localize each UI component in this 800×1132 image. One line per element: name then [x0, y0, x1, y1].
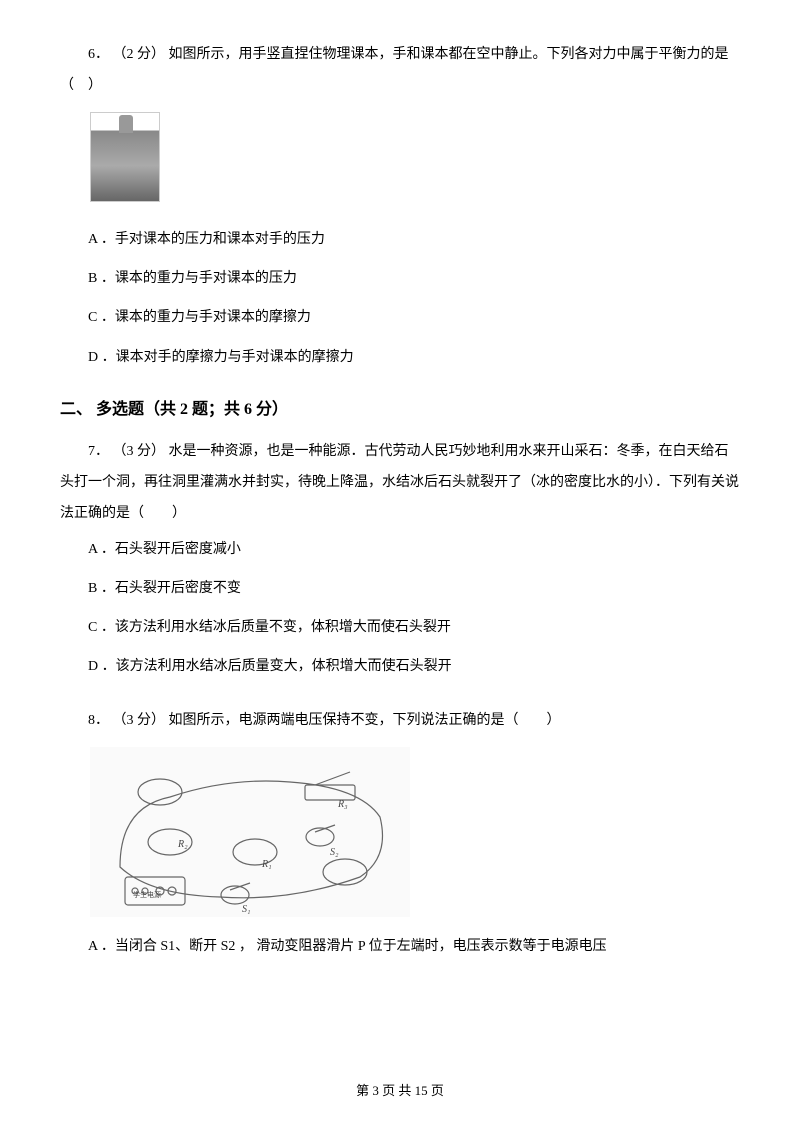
- q8-figure-circuit: R₂ R₁ R₃ S₂ S₁ 学生电源: [90, 747, 410, 917]
- question-7: 7． （3 分） 水是一种资源，也是一种能源．古代劳动人民巧妙地利用水来开山采石…: [60, 437, 740, 686]
- q7-option-b: B ．石头裂开后密度不变: [60, 569, 740, 608]
- q7-number: 7．: [88, 444, 109, 459]
- q6-stem: 6． （2 分） 如图所示，用手竖直捏住物理课本，手和课本都在空中静止。下列各对…: [60, 40, 740, 102]
- q8-stem: 8． （3 分） 如图所示，电源两端电压保持不变，下列说法正确的是（ ）: [60, 706, 740, 737]
- q6-figure-hand-book: [90, 112, 160, 202]
- page-footer: 第 3 页 共 15 页: [0, 1081, 800, 1102]
- section-2-header: 二、 多选题（共 2 题；共 6 分）: [60, 397, 740, 423]
- label-r1: R₁: [261, 859, 272, 870]
- q7-option-a: A ．石头裂开后密度减小: [60, 530, 740, 569]
- question-6: 6． （2 分） 如图所示，用手竖直捏住物理课本，手和课本都在空中静止。下列各对…: [60, 40, 740, 377]
- q8-option-a: A ．当闭合 S1、断开 S2 ， 滑动变阻器滑片 P 位于左端时，电压表示数等…: [60, 927, 740, 966]
- q6-option-b: B ．课本的重力与手对课本的压力: [60, 259, 740, 298]
- circuit-diagram-svg: R₂ R₁ R₃ S₂ S₁ 学生电源: [90, 747, 410, 917]
- q7-stem: 7． （3 分） 水是一种资源，也是一种能源．古代劳动人民巧妙地利用水来开山采石…: [60, 437, 740, 529]
- q8-points: （3 分）: [113, 713, 166, 728]
- label-r2: R₂: [177, 839, 188, 850]
- q7-option-d: D ．该方法利用水结冰后质量变大，体积增大而使石头裂开: [60, 647, 740, 686]
- label-source: 学生电源: [133, 890, 161, 899]
- label-s2: S₂: [330, 847, 339, 858]
- label-s1: S₁: [242, 904, 250, 915]
- label-r3: R₃: [337, 799, 348, 810]
- q6-option-d: D ．课本对手的摩擦力与手对课本的摩擦力: [60, 338, 740, 377]
- q6-points: （2 分）: [113, 47, 166, 62]
- q7-points: （3 分）: [113, 444, 166, 459]
- question-8: 8． （3 分） 如图所示，电源两端电压保持不变，下列说法正确的是（ ） R₂ …: [60, 706, 740, 966]
- q8-text: 如图所示，电源两端电压保持不变，下列说法正确的是（ ）: [169, 713, 561, 728]
- q6-option-a: A ．手对课本的压力和课本对手的压力: [60, 220, 740, 259]
- q6-option-c: C ．课本的重力与手对课本的摩擦力: [60, 298, 740, 337]
- q8-number: 8．: [88, 713, 109, 728]
- q7-option-c: C ．该方法利用水结冰后质量不变，体积增大而使石头裂开: [60, 608, 740, 647]
- q6-number: 6．: [88, 47, 109, 62]
